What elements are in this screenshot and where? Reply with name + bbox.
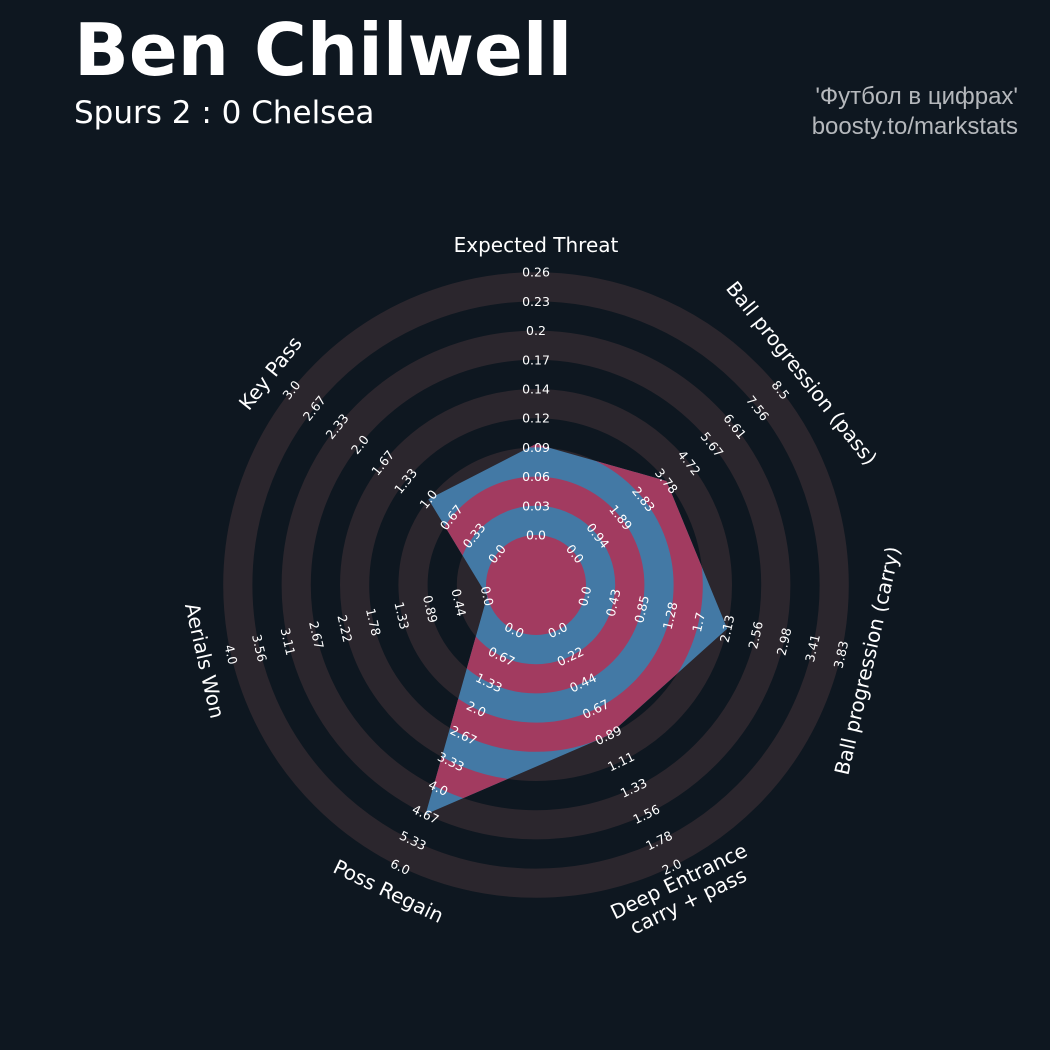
- tick-label: 3.41: [802, 633, 823, 663]
- parameter-label: Expected Threat: [454, 233, 619, 257]
- tick-label: 1.78: [363, 607, 384, 638]
- tick-label: 0.85: [631, 594, 652, 624]
- tick-label: 0.43: [603, 587, 624, 617]
- tick-label: 0.12: [522, 411, 550, 426]
- tick-label: 0.0: [575, 585, 594, 608]
- tick-label: 0.26: [522, 265, 550, 280]
- tick-label: 2.22: [334, 613, 355, 643]
- tick-label: 2.98: [774, 626, 795, 657]
- player-name: Ben Chilwell: [74, 8, 573, 92]
- radar-ring-band: [281, 330, 791, 840]
- tick-label: 0.2: [526, 323, 546, 338]
- tick-label: 0.09: [522, 440, 550, 455]
- tick-label: 2.67: [306, 620, 327, 650]
- tick-label: 1.28: [660, 600, 681, 631]
- tick-label: 4.0: [222, 643, 241, 666]
- tick-label: 0.0: [478, 585, 497, 608]
- tick-label: 1.7: [689, 611, 708, 634]
- parameter-label: Aerials Won: [180, 601, 230, 721]
- tick-label: 3.11: [278, 626, 299, 656]
- player-band: [425, 444, 703, 752]
- tick-label: 3.56: [249, 633, 270, 664]
- tick-label: 0.23: [522, 294, 550, 309]
- tick-label: 0.14: [522, 382, 550, 397]
- tick-label: 0.0: [526, 528, 546, 543]
- tick-label: 0.03: [522, 498, 550, 513]
- tick-label: 2.13: [717, 613, 738, 643]
- tick-label: 2.56: [745, 620, 766, 651]
- tick-label: 0.06: [522, 469, 550, 484]
- credit-title: 'Футбол в цифрах': [815, 83, 1018, 110]
- tick-label: 0.17: [522, 352, 550, 367]
- tick-label: 3.83: [831, 639, 852, 669]
- player-band-core: [486, 535, 586, 635]
- credit: 'Футбол в цифрах' boosty.to/markstats: [812, 82, 1018, 142]
- header: Ben Chilwell Spurs 2 : 0 Chelsea 'Футбол…: [0, 0, 1050, 150]
- tick-label: 1.33: [391, 600, 412, 630]
- tick-label: 0.44: [448, 587, 469, 618]
- credit-link: boosty.to/markstats: [811, 113, 1018, 140]
- match-line: Spurs 2 : 0 Chelsea: [74, 95, 375, 131]
- radar-ring-band: [223, 272, 849, 898]
- tick-label: 0.89: [420, 594, 441, 625]
